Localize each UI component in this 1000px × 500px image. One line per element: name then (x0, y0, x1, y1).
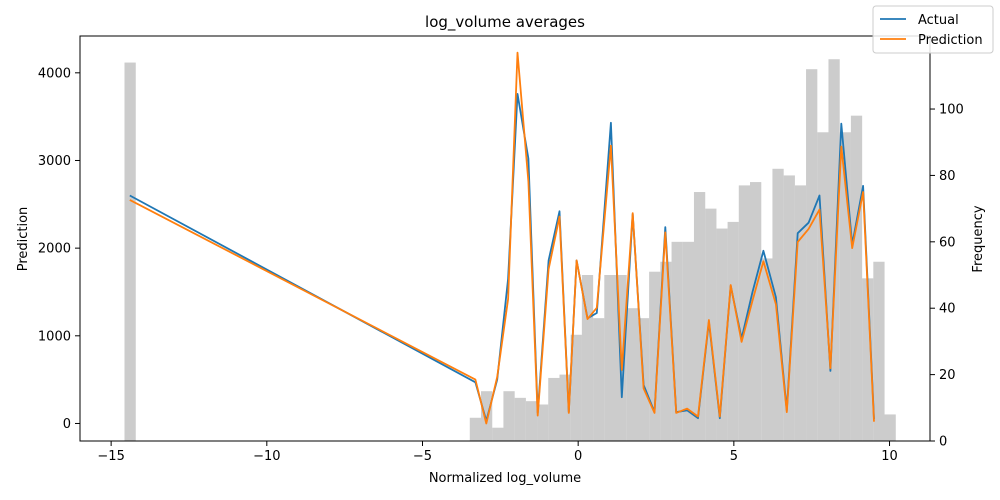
histogram-bar (660, 261, 672, 441)
x-tick-label: 5 (730, 449, 738, 464)
series-lines (129, 51, 875, 425)
histogram-bar (761, 258, 773, 441)
y-tick-label: 1000 (38, 329, 71, 344)
histogram-bar (884, 414, 896, 441)
y2-tick-label: 40 (939, 302, 956, 317)
histogram-bar (626, 308, 638, 441)
histogram-bar (649, 271, 661, 441)
histogram-bar (716, 228, 728, 441)
y-axis-label: Prediction (16, 207, 31, 272)
y-tick-label: 3000 (38, 154, 71, 169)
histogram-bar (794, 185, 807, 441)
y-tick-label: 0 (63, 417, 71, 432)
histogram-bar (514, 397, 526, 441)
histogram-bar (492, 427, 504, 441)
histogram-bar (693, 192, 706, 441)
y-axis-right: 0 20 40 60 80 100 (930, 103, 964, 450)
series-line-prediction (129, 51, 875, 425)
histogram-bar (469, 417, 482, 441)
histogram-bar (806, 69, 818, 442)
histogram-bar (705, 208, 717, 441)
y-tick-label: 2000 (38, 242, 71, 257)
chart-title: log_volume averages (425, 13, 585, 32)
x-tick-label: 0 (574, 449, 582, 464)
histogram-bar (750, 182, 762, 442)
legend-label-actual: Actual (918, 13, 959, 28)
y-axis-left: 0 1000 2000 3000 4000 (38, 66, 80, 432)
y2-tick-label: 0 (939, 435, 947, 450)
histogram-bar (525, 401, 538, 441)
histogram-bar (671, 241, 683, 441)
histogram-bar (828, 59, 840, 442)
histogram-bar (772, 168, 784, 442)
x-tick-label: −5 (413, 449, 432, 464)
histogram-bar (593, 318, 605, 441)
y2-axis-label: Frequency (971, 205, 986, 272)
histogram-bar (727, 221, 739, 441)
y-tick-label: 4000 (38, 66, 71, 81)
x-axis-label: Normalized log_volume (429, 471, 581, 486)
histogram-bar (570, 334, 582, 441)
histogram-bar (537, 404, 549, 441)
legend-label-prediction: Prediction (918, 33, 983, 48)
histogram-bar (548, 377, 560, 441)
y2-tick-label: 20 (939, 368, 956, 383)
y2-tick-label: 100 (939, 103, 964, 118)
histogram-bar (850, 115, 863, 442)
histogram-bar (783, 175, 795, 442)
histogram-bar (873, 261, 885, 441)
histogram (124, 59, 896, 442)
histogram-bar (817, 132, 829, 441)
legend-box (872, 5, 994, 54)
x-tick-label: −15 (97, 449, 124, 464)
histogram-bar (738, 185, 751, 441)
legend: Actual Prediction (872, 5, 994, 54)
histogram-bar (862, 278, 874, 441)
histogram-bar (581, 275, 594, 441)
plot-frame (79, 35, 931, 442)
histogram-bar (503, 391, 515, 441)
x-tick-label: −10 (253, 449, 280, 464)
histogram-bar (124, 62, 136, 442)
y2-tick-label: 80 (939, 169, 956, 184)
histogram-bar (682, 241, 695, 441)
histogram-bar (839, 132, 851, 441)
histogram-bar (559, 374, 571, 441)
y2-tick-label: 60 (939, 235, 956, 250)
histogram-bar (604, 275, 616, 441)
x-tick-label: 10 (881, 449, 898, 464)
x-axis: −15 −10 −5 0 5 10 (97, 441, 898, 464)
